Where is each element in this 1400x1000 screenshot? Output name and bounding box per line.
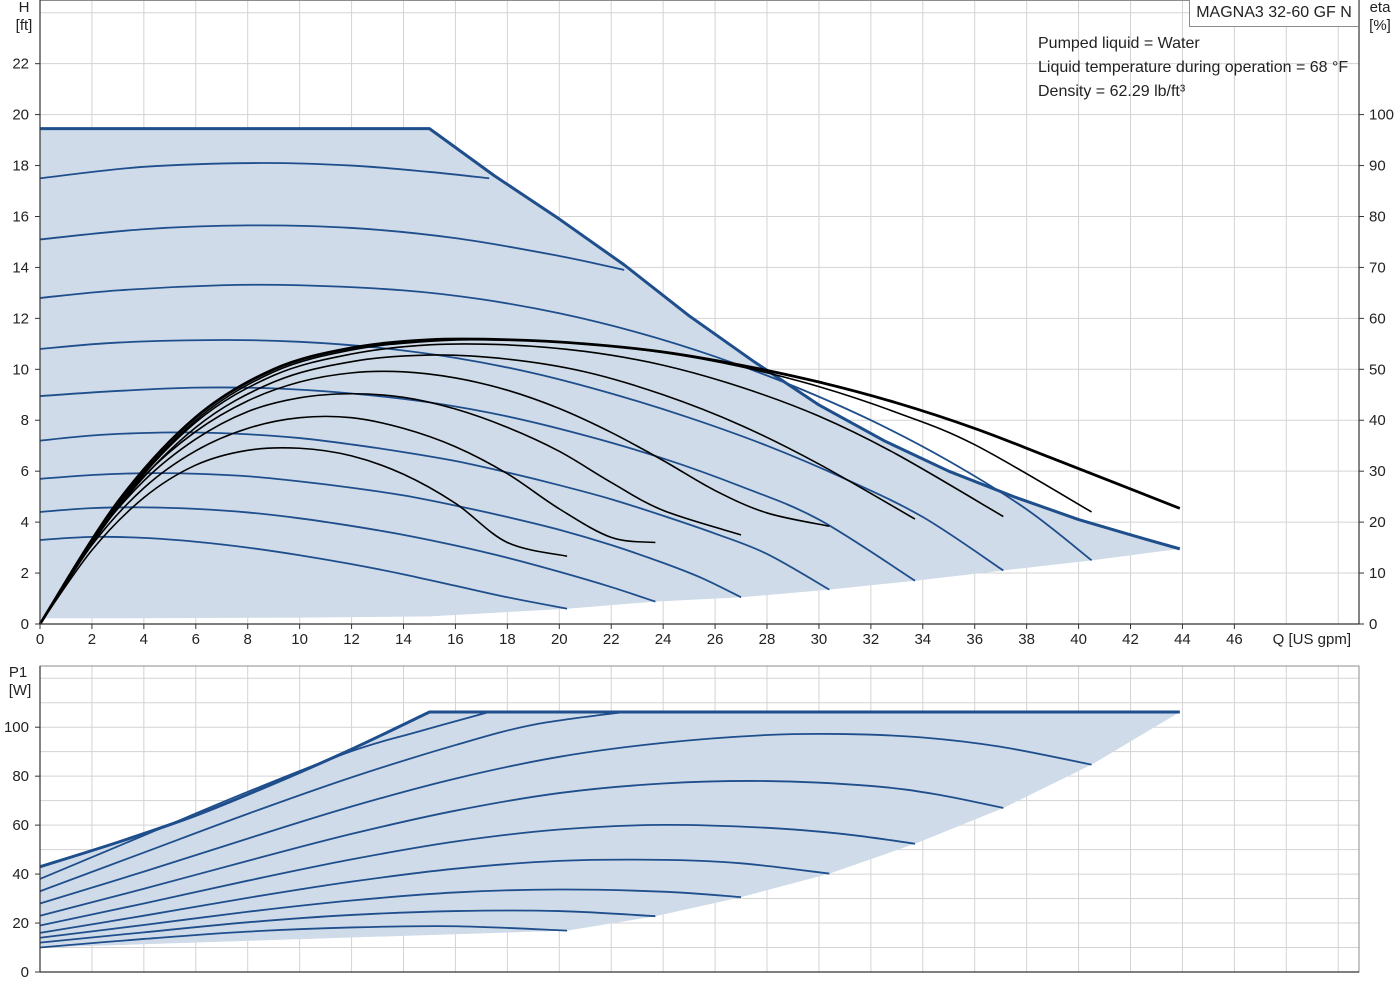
head-axis-label: H xyxy=(19,0,30,16)
chart-frames xyxy=(39,0,1360,973)
head-y-tick-label: 10 xyxy=(12,361,29,378)
eta-axis-unit: [%] xyxy=(1369,17,1391,34)
head-y-tick-label: 12 xyxy=(12,310,29,327)
head-y-tick-label: 18 xyxy=(12,158,29,175)
x-tick-label: 8 xyxy=(244,631,252,648)
head-curve-5 xyxy=(39,386,916,582)
x-tick-label: 26 xyxy=(707,631,724,648)
eta-y-tick-label: 60 xyxy=(1369,310,1386,327)
efficiency-curve-2 xyxy=(39,415,656,625)
power-curve-2 xyxy=(39,909,656,944)
head-max-curve xyxy=(40,127,1181,551)
power-y-tick-label: 100 xyxy=(4,719,29,736)
head-curve-3 xyxy=(39,472,742,599)
x-tick-label: 38 xyxy=(1018,631,1035,648)
head-curve-4 xyxy=(39,431,830,591)
power-curve-4 xyxy=(39,858,830,934)
x-tick-label: 10 xyxy=(291,631,308,648)
x-tick-label: 24 xyxy=(655,631,672,648)
power-y-tick-label: 60 xyxy=(12,817,29,834)
pumped-liquid-text: Pumped liquid = Water xyxy=(1038,35,1200,52)
axis-labels: 0 2 4 6 8 10 12 14 16 18 20 22 24 26 28 30 32 34 36 38 40 42 4… xyxy=(4,0,1394,981)
x-tick-label: 14 xyxy=(395,631,412,648)
head-y-tick-label: 22 xyxy=(12,56,29,73)
efficiency-curve-5 xyxy=(39,354,916,625)
head-y-tick-label: 20 xyxy=(12,107,29,124)
pump-model-label: MAGNA3 32-60 GF N xyxy=(1189,0,1359,27)
eta-y-tick-label: 80 xyxy=(1369,208,1386,225)
eta-y-tick-label: 20 xyxy=(1369,514,1386,531)
x-tick-label: 16 xyxy=(447,631,464,648)
power-curve-7 xyxy=(39,732,1092,905)
performance-curves xyxy=(38,127,1181,949)
x-tick-label: 18 xyxy=(499,631,516,648)
x-tick-label: 6 xyxy=(192,631,200,648)
x-tick-label: 4 xyxy=(140,631,148,648)
efficiency-curve-3 xyxy=(39,392,742,625)
x-tick-label: 34 xyxy=(914,631,931,648)
efficiency-curve-1 xyxy=(39,446,568,625)
x-tick-label: 2 xyxy=(88,631,96,648)
x-tick-label: 22 xyxy=(603,631,620,648)
power-y-tick-label: 80 xyxy=(12,768,29,785)
density-text: Density = 62.29 lb/ft³ xyxy=(1038,83,1186,100)
x-axis-label: Q [US gpm] xyxy=(1273,631,1351,648)
x-tick-label: 32 xyxy=(863,631,880,648)
head-y-tick-label: 4 xyxy=(21,514,29,531)
operating-range-fill xyxy=(40,128,1180,948)
eta-y-tick-label: 30 xyxy=(1369,463,1386,480)
head-curve-2 xyxy=(39,506,656,603)
head-curve-9 xyxy=(39,162,490,180)
eta-y-tick-label: 100 xyxy=(1369,107,1394,124)
x-tick-label: 0 xyxy=(36,631,44,648)
eta-y-tick-label: 50 xyxy=(1369,361,1386,378)
eta-axis-label: eta xyxy=(1370,0,1392,16)
head-y-tick-label: 8 xyxy=(21,412,29,429)
x-tick-label: 36 xyxy=(966,631,983,648)
x-tick-label: 12 xyxy=(343,631,360,648)
power-y-tick-label: 0 xyxy=(21,964,29,981)
efficiency-curve-8 xyxy=(38,337,1181,625)
x-tick-label: 46 xyxy=(1226,631,1243,648)
head-axis-unit: [ft] xyxy=(16,17,33,34)
power-curve-8 xyxy=(39,711,625,893)
power-curve-9 xyxy=(39,711,490,880)
head-y-tick-label: 0 xyxy=(21,616,29,633)
efficiency-curve-6 xyxy=(39,343,1004,625)
x-tick-label: 42 xyxy=(1122,631,1139,648)
head-curve-7 xyxy=(39,283,1093,562)
head-curve-1 xyxy=(39,535,568,610)
x-tick-label: 30 xyxy=(811,631,828,648)
liquid-temperature-text: Liquid temperature during operation = 68… xyxy=(1038,59,1349,76)
power-y-tick-label: 20 xyxy=(12,915,29,932)
power-axis-label: P1 xyxy=(9,664,27,681)
eta-y-tick-label: 40 xyxy=(1369,412,1386,429)
power-axis-unit: [W] xyxy=(9,682,32,699)
eta-y-tick-label: 70 xyxy=(1369,259,1386,276)
x-tick-label: 44 xyxy=(1174,631,1191,648)
eta-y-tick-label: 10 xyxy=(1369,565,1386,582)
power-y-tick-label: 40 xyxy=(12,866,29,883)
eta-y-tick-label: 90 xyxy=(1369,158,1386,175)
power-curve-3 xyxy=(39,888,742,939)
x-tick-label: 40 xyxy=(1070,631,1087,648)
head-y-tick-label: 2 xyxy=(21,565,29,582)
x-tick-label: 28 xyxy=(759,631,776,648)
power-curve-6 xyxy=(39,780,1004,917)
head-range-fill xyxy=(40,128,1180,619)
power-curve-5 xyxy=(39,823,916,927)
eta-y-tick-label: 0 xyxy=(1369,616,1377,633)
power-range-fill xyxy=(40,712,1180,948)
power-max-curve xyxy=(39,710,1180,869)
head-y-tick-label: 14 xyxy=(12,259,29,276)
power-curve-1 xyxy=(39,925,568,949)
head-curve-8 xyxy=(39,224,625,271)
head-y-tick-label: 6 xyxy=(21,463,29,480)
head-y-tick-label: 16 xyxy=(12,208,29,225)
x-tick-label: 20 xyxy=(551,631,568,648)
